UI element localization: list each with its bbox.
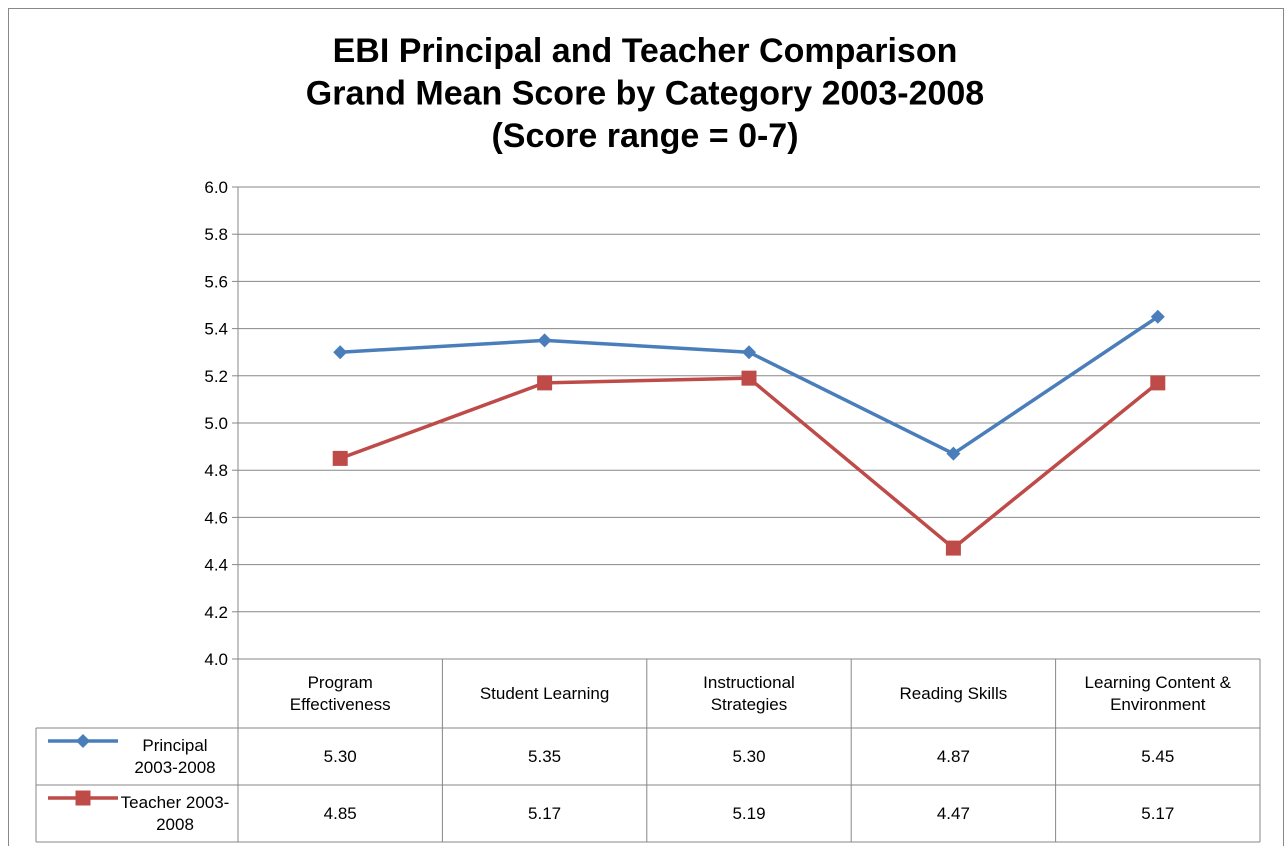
data-label: 4.47 xyxy=(936,803,970,823)
y-tick-label: 4.0 xyxy=(204,650,228,669)
x-tick-label: Student Learning xyxy=(479,683,610,703)
data-label: 5.17 xyxy=(1141,803,1175,823)
point-marker xyxy=(946,446,961,461)
legend-label: Principal 2003-2008 xyxy=(134,735,216,777)
data-label-box: 5.35 xyxy=(528,746,562,766)
x-tick-label-box: Student Learning xyxy=(479,683,610,703)
chart-title: Grand Mean Score by Category 2003-2008 xyxy=(306,75,984,113)
point-marker xyxy=(741,370,757,386)
data-label: 5.30 xyxy=(323,746,357,766)
point-marker xyxy=(1150,309,1165,324)
y-tick-label: 4.6 xyxy=(204,508,228,527)
point-marker xyxy=(333,345,348,360)
x-tick-label-box: Learning Content & Environment xyxy=(1084,672,1232,714)
data-label: 4.87 xyxy=(936,746,970,766)
data-label-box: 5.30 xyxy=(732,746,766,766)
legend-label: Teacher 2003-2008 xyxy=(120,792,230,834)
data-label: 4.85 xyxy=(323,803,357,823)
x-tick-label: Learning Content & Environment xyxy=(1084,672,1232,714)
x-tick-label: Program Effectiveness xyxy=(289,672,391,714)
y-tick-label: 5.4 xyxy=(204,320,228,339)
data-label-box: 5.19 xyxy=(732,803,766,823)
y-tick-label: 4.2 xyxy=(204,603,228,622)
x-tick-label-box: Program Effectiveness xyxy=(289,672,391,714)
point-marker xyxy=(537,333,552,348)
y-tick-label: 4.4 xyxy=(204,556,228,575)
x-tick-label-box: Reading Skills xyxy=(899,683,1008,703)
legend-label-box: Teacher 2003-2008 xyxy=(120,792,230,834)
point-marker xyxy=(742,345,756,360)
point-marker xyxy=(537,375,553,391)
y-tick-label: 4.8 xyxy=(204,461,228,480)
point-marker xyxy=(332,450,348,466)
point-marker xyxy=(945,540,961,556)
data-label: 5.30 xyxy=(732,746,766,766)
x-tick-label: Instructional Strategies xyxy=(703,672,795,714)
data-label-box: 4.87 xyxy=(936,746,970,766)
data-label-box: 4.85 xyxy=(323,803,357,823)
x-tick-label-box: Instructional Strategies xyxy=(703,672,795,714)
data-label-box: 5.17 xyxy=(528,803,562,823)
y-tick-label: 5.6 xyxy=(204,272,228,291)
legend-label-box: Principal 2003-2008 xyxy=(134,735,216,777)
data-label-box: 5.30 xyxy=(323,746,357,766)
data-label: 5.35 xyxy=(528,746,562,766)
chart-title: EBI Principal and Teacher Comparison xyxy=(333,32,958,70)
y-tick-label: 5.2 xyxy=(204,367,228,386)
data-label-box: 5.17 xyxy=(1141,803,1175,823)
data-label-box: 5.45 xyxy=(1141,746,1175,766)
data-label-box: 4.47 xyxy=(936,803,970,823)
legend-marker xyxy=(76,734,90,748)
chart-border xyxy=(8,8,1284,846)
x-tick-label: Reading Skills xyxy=(899,683,1008,703)
chart-title: (Score range = 0-7) xyxy=(491,117,798,155)
data-label: 5.17 xyxy=(528,803,562,823)
y-tick-label: 5.8 xyxy=(204,225,228,244)
y-tick-label: 5.0 xyxy=(204,414,228,433)
point-marker xyxy=(1150,375,1166,391)
data-label: 5.19 xyxy=(732,803,766,823)
y-tick-label: 6.0 xyxy=(204,178,228,197)
data-label: 5.45 xyxy=(1141,746,1175,766)
legend-marker xyxy=(75,790,91,806)
